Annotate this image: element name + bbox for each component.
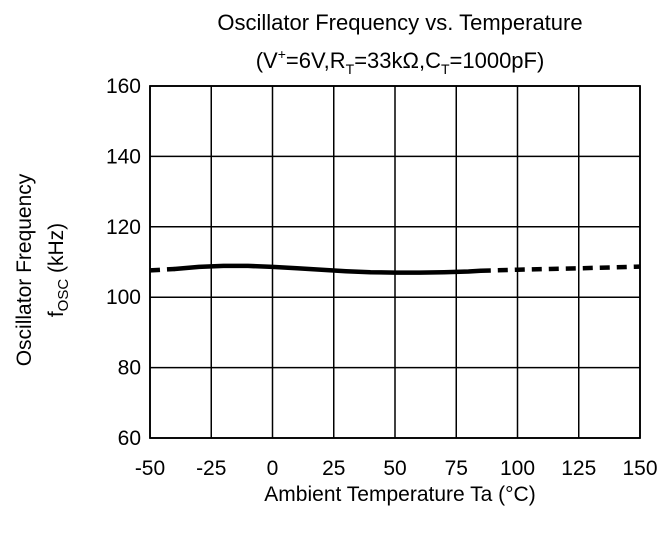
y-tick-label: 80 [118, 357, 141, 380]
x-tick-label: 150 [622, 457, 657, 480]
y-axis-label-line2: fOSC (kHz) [45, 223, 72, 317]
x-tick-label: 75 [445, 457, 468, 480]
series-layer [149, 263, 641, 275]
chart-subtitle: (V+=6V,RT=33kΩ,CT=1000pF) [256, 46, 545, 77]
x-tick-label: -25 [196, 457, 226, 480]
x-tick-label: 0 [267, 457, 279, 480]
x-axis-label: Ambient Temperature Ta (°C) [264, 483, 535, 506]
chart-title: Oscillator Frequency vs. Temperature [217, 10, 582, 35]
y-tick-label: 140 [106, 145, 141, 168]
series-line-dotted [149, 266, 175, 273]
x-tick-labels: -50 -25 0 25 50 75 100 125 150 [135, 457, 658, 480]
series-line-dotted [480, 264, 641, 274]
x-tick-label: -50 [135, 457, 165, 480]
y-tick-label: 160 [106, 75, 141, 98]
y-tick-labels: 60 80 100 120 140 160 [106, 75, 141, 450]
grid [149, 85, 641, 439]
x-tick-label: 25 [322, 457, 345, 480]
y-axis-label-line1: Oscillator Frequency [13, 173, 36, 366]
y-tick-label: 100 [106, 286, 141, 309]
x-tick-label: 50 [383, 457, 406, 480]
x-tick-label: 100 [500, 457, 535, 480]
y-tick-label: 120 [106, 216, 141, 239]
x-tick-label: 125 [561, 457, 596, 480]
y-tick-label: 60 [118, 427, 141, 450]
series-line-solid [172, 263, 484, 275]
plot-frame [149, 85, 641, 439]
